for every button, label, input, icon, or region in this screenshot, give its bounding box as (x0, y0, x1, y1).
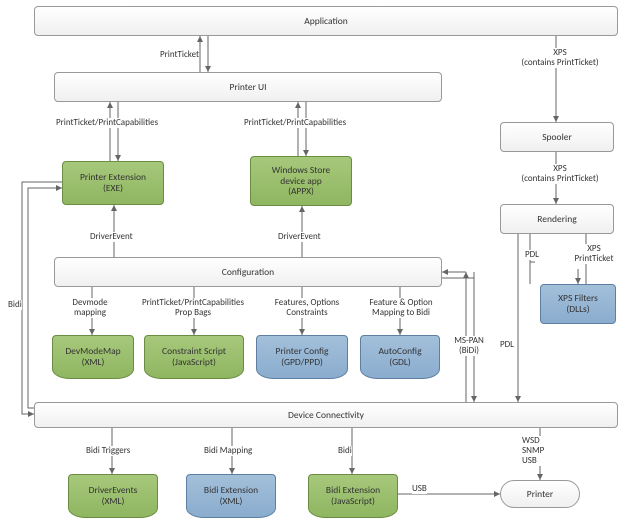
edge-label-bidi-mapping: Bidi Mapping (204, 446, 252, 456)
node-windows-store-app: Windows Storedevice app(APPX) (250, 156, 352, 206)
edge-label-xps-pt-short: XPSPrintTicket (566, 244, 622, 264)
node-bidi-ext-xml: Bidi Extension(XML) (186, 474, 276, 518)
edge-label-devmode: Devmodemapping (60, 298, 120, 318)
node-printer-config: Printer Config(GPD/PPD) (256, 335, 348, 379)
node-label: Device Connectivity (288, 410, 364, 421)
node-label: Bidi Extension(XML) (204, 485, 258, 507)
edge-label-bidi: Bidi (338, 446, 352, 456)
edge-label-driverevent-2: DriverEvent (278, 232, 321, 242)
node-device-connectivity: Device Connectivity (34, 402, 618, 428)
node-xps-filters: XPS Filters(DLLs) (540, 284, 616, 324)
node-autoconfig: AutoConfig(GDL) (360, 335, 440, 379)
node-label: Spooler (542, 132, 572, 143)
node-label: Rendering (537, 214, 576, 225)
edge-label-xps-pt-1: XPS(contains PrintTicket) (510, 48, 610, 68)
edge-label-wsd: WSDSNMPUSB (522, 436, 562, 466)
edge-label-bidi-left: Bidi (8, 300, 22, 310)
edge-label-ptpc-1: PrintTicket/PrintCapabilities (56, 118, 158, 128)
node-label: Printer Config(GPD/PPD) (275, 346, 328, 368)
node-label: XPS Filters(DLLs) (558, 293, 598, 315)
edge-label-driverevent-1: DriverEvent (90, 232, 133, 242)
node-label: Printer (527, 489, 553, 500)
node-label: Configuration (222, 267, 274, 278)
node-label: Printer UI (229, 82, 266, 93)
edge-label-pdl-1: PDL (525, 250, 539, 260)
node-driverevents: DriverEvents(XML) (68, 474, 158, 518)
node-configuration: Configuration (54, 257, 442, 287)
edge-label-mspan: MS-PAN(BiDi) (446, 336, 492, 356)
edge-label-feature-option: Feature & OptionMapping to Bidi (358, 298, 444, 318)
node-spooler: Spooler (500, 122, 614, 152)
node-rendering: Rendering (500, 204, 614, 234)
node-label: DriverEvents(XML) (89, 485, 138, 507)
edge-label-propbags: PrintTicket/PrintCapabilitiesProp Bags (128, 298, 258, 318)
node-bidi-ext-js: Bidi Extension(JavaScript) (308, 474, 398, 518)
node-label: Printer Extension(EXE) (80, 172, 146, 194)
edge-label-xps-pt-2: XPS(contains PrintTicket) (510, 164, 610, 184)
node-label: Windows Storedevice app(APPX) (272, 165, 331, 198)
node-label: Application (304, 16, 348, 27)
edge-label-features: Features, OptionsConstraints (264, 298, 350, 318)
node-constraint-script: Constraint Script(JavaScript) (144, 335, 244, 379)
node-label: Bidi Extension(JavaScript) (326, 485, 380, 507)
node-printer-extension: Printer Extension(EXE) (62, 161, 164, 205)
node-printer-ui: Printer UI (54, 72, 442, 102)
node-application: Application (34, 6, 618, 36)
node-label: AutoConfig(GDL) (378, 346, 421, 368)
edge-label-bidi-triggers: Bidi Triggers (86, 446, 130, 456)
edge-label-ptpc-2: PrintTicket/PrintCapabilities (244, 118, 346, 128)
edge-label-printticket: PrintTicket (160, 50, 199, 60)
edge-label-usb: USB (412, 484, 427, 494)
node-label: DevModeMap(XML) (65, 346, 120, 368)
edge-label-pdl-2: PDL (500, 340, 514, 350)
node-printer: Printer (500, 480, 580, 508)
node-devmodemap: DevModeMap(XML) (52, 335, 134, 379)
node-label: Constraint Script(JavaScript) (162, 346, 226, 368)
